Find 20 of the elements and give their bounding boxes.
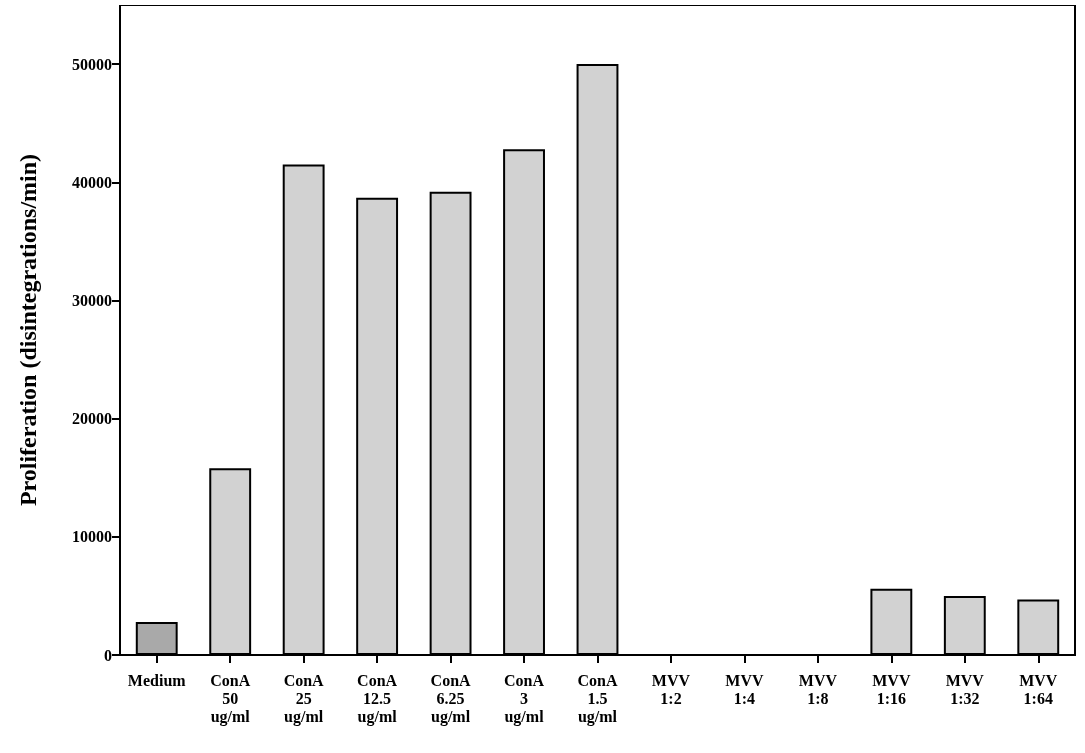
x-tick-label: MVV 1:32 — [945, 671, 985, 707]
x-tick-label: MVV 1:2 — [651, 671, 691, 707]
y-tick-label: 10000 — [72, 528, 112, 546]
x-tick-label: MVV 1:4 — [725, 671, 764, 707]
x-tick-label: ConA 12.5 ug/ml — [357, 671, 398, 726]
y-tick-label: 50000 — [72, 55, 112, 73]
x-tick-label: ConA 25 ug/ml — [283, 671, 325, 726]
x-tick-label: ConA 6.25 ug/ml — [430, 671, 472, 726]
x-tick-label: Medium — [127, 671, 187, 689]
y-tick-label: 0 — [104, 646, 112, 664]
x-tick-label: MVV 1:8 — [798, 671, 838, 707]
x-tick-label: ConA 1.5 ug/ml — [577, 671, 618, 726]
y-tick-label: 30000 — [72, 291, 112, 309]
y-tick-label: 20000 — [72, 410, 112, 428]
x-tick-label: MVV 1:64 — [1019, 671, 1058, 707]
x-tick-label: ConA 3 ug/ml — [504, 671, 545, 726]
y-tick-label: 40000 — [72, 173, 112, 191]
x-tick-label: MVV 1:16 — [872, 671, 911, 707]
x-tick-label: ConA 50 ug/ml — [210, 671, 251, 726]
y-axis-title: Proliferation (disintegrations/min) — [15, 153, 41, 507]
